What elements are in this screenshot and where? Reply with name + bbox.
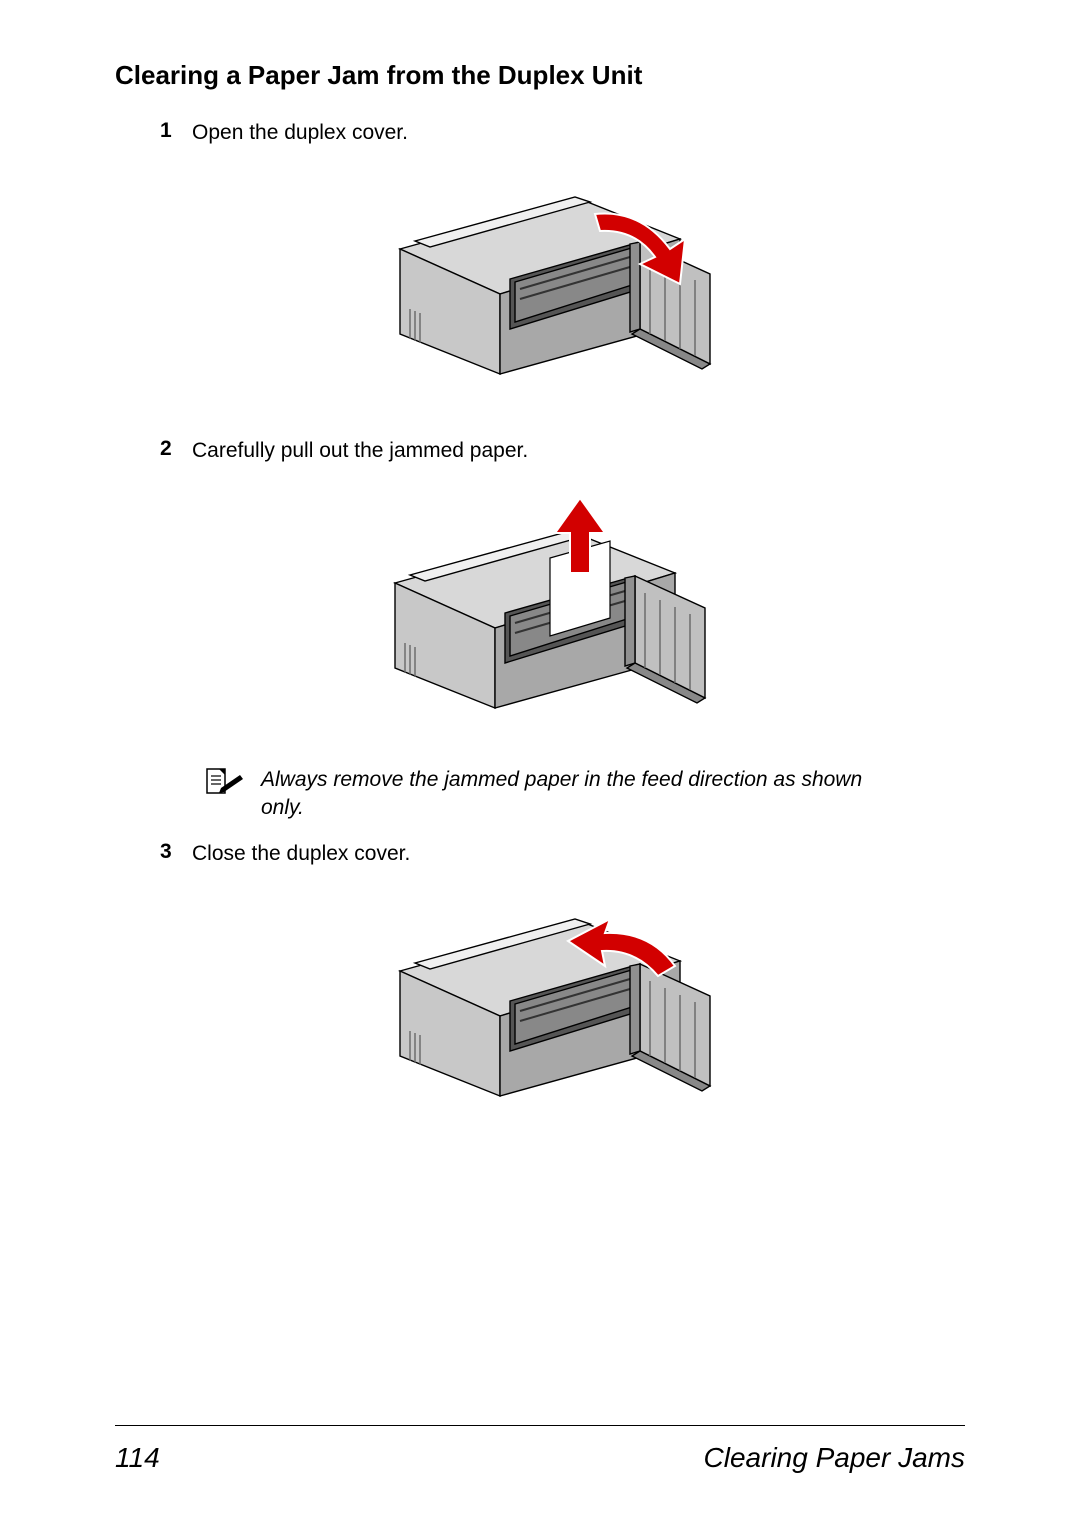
section-heading: Clearing a Paper Jam from the Duplex Uni…	[115, 60, 965, 91]
step-1: 1 Open the duplex cover.	[160, 119, 965, 147]
step-text-1: Open the duplex cover.	[192, 119, 408, 147]
step-number-1: 1	[160, 119, 174, 143]
note-text: Always remove the jammed paper in the fe…	[261, 766, 905, 823]
step-text-3: Close the duplex cover.	[192, 840, 410, 868]
footer-section-title: Clearing Paper Jams	[704, 1442, 965, 1474]
note-icon	[205, 766, 245, 801]
page-footer: 114 Clearing Paper Jams	[115, 1425, 965, 1474]
step-text-2: Carefully pull out the jammed paper.	[192, 437, 528, 465]
step-3: 3 Close the duplex cover.	[160, 840, 965, 868]
page-number: 114	[115, 1442, 160, 1474]
illustration-open-cover	[115, 159, 965, 409]
illustration-pull-paper	[115, 478, 965, 738]
illustration-close-cover	[115, 881, 965, 1131]
step-2: 2 Carefully pull out the jammed paper.	[160, 437, 965, 465]
note: Always remove the jammed paper in the fe…	[205, 766, 905, 823]
step-number-2: 2	[160, 437, 174, 461]
footer-divider	[115, 1425, 965, 1426]
step-number-3: 3	[160, 840, 174, 864]
